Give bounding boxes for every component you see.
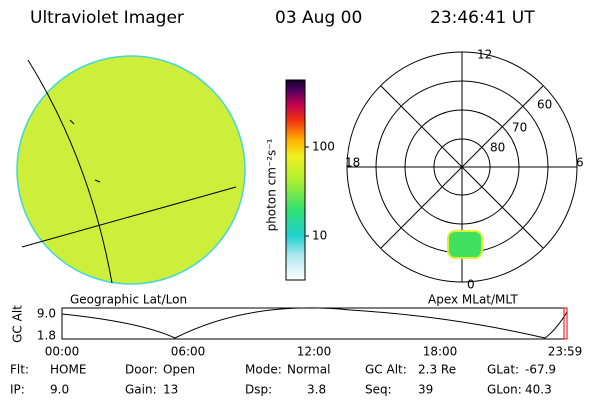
x-label: 00:00: [45, 345, 80, 359]
status-label: GLon:: [487, 383, 522, 397]
longitude-line: [27, 59, 113, 284]
status-label: Gain:: [125, 383, 157, 397]
timeline-frame: [61, 307, 568, 340]
tick: [94, 179, 101, 183]
y-label: 9.0: [37, 307, 56, 321]
status-panel: Flt: HOME Door: Open Mode: Normal GC Alt: 2.3 R…: [10, 363, 556, 397]
status-value: 9.0: [50, 383, 69, 397]
status-label: GLat:: [487, 363, 519, 377]
lat-label: 60: [537, 98, 552, 112]
hour-label: 6: [576, 156, 584, 170]
status-value: Normal: [287, 363, 330, 377]
status-value: HOME: [50, 363, 86, 377]
colorbar-label: photon cm⁻²s⁻¹: [265, 138, 279, 231]
panel-caption: Geographic Lat/Lon: [70, 293, 187, 307]
tick: [69, 119, 75, 125]
title: Ultraviolet Imager: [30, 8, 184, 28]
status-label: GC Alt:: [365, 363, 407, 377]
colorbar-tick: 10: [312, 229, 327, 243]
panel-caption: Apex MLat/MLT: [428, 293, 518, 307]
status-label: Mode:: [245, 363, 282, 377]
status-value: -67.9: [525, 363, 556, 377]
colorbar-tick: 100: [312, 140, 335, 154]
lat-label: 70: [512, 121, 527, 135]
x-label: 12:00: [297, 345, 332, 359]
y-label: 1.8: [37, 329, 56, 343]
axis-label: GC Alt: [11, 305, 25, 343]
hour-label: 12: [477, 48, 492, 62]
status-label: IP:: [10, 383, 25, 397]
latitude-line: [21, 186, 237, 248]
status-value: 3.8: [307, 383, 326, 397]
status-label: Flt:: [10, 363, 29, 377]
status-value: 40.3: [525, 383, 552, 397]
status-value: 39: [418, 383, 433, 397]
status-value: 13: [163, 383, 178, 397]
image-disk: [16, 55, 246, 285]
x-label: 23:59: [548, 345, 583, 359]
status-value: 2.3 Re: [418, 363, 456, 377]
colorbar: [285, 79, 306, 281]
status-label: Seq:: [365, 383, 392, 397]
aurora-blob: [447, 230, 483, 259]
time-marker: [563, 307, 568, 340]
date: 03 Aug 00: [275, 8, 362, 28]
status-value: Open: [163, 363, 195, 377]
hour-label: 0: [467, 278, 475, 292]
hour-label: 18: [345, 156, 360, 170]
status-label: Door:: [125, 363, 158, 377]
x-label: 06:00: [171, 345, 206, 359]
status-label: Dsp:: [245, 383, 272, 397]
time: 23:46:41 UT: [430, 8, 535, 28]
altitude-curve: [61, 307, 568, 339]
x-label: 18:00: [423, 345, 458, 359]
lat-label: 80: [490, 141, 505, 155]
